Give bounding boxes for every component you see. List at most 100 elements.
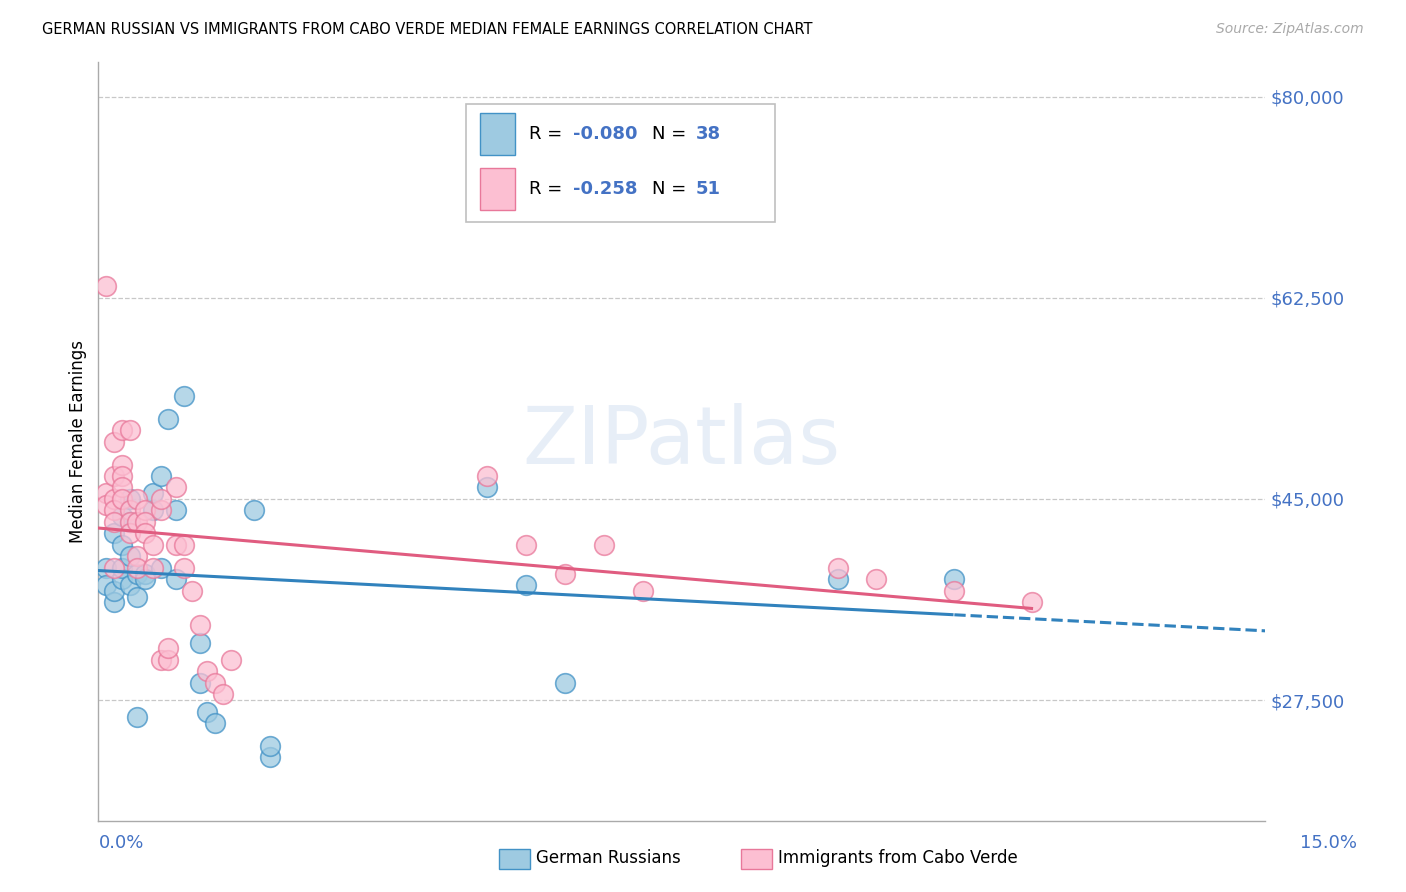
Point [96, 486, 118, 500]
Point [103, 583, 125, 598]
Point [149, 503, 172, 517]
Point [111, 538, 134, 552]
FancyBboxPatch shape [479, 113, 515, 154]
Point [118, 423, 141, 437]
Point [149, 653, 172, 667]
Text: -0.258: -0.258 [574, 180, 638, 198]
Point [127, 566, 149, 581]
Point [554, 675, 576, 690]
Point [118, 515, 141, 529]
Text: 38: 38 [696, 125, 721, 143]
Point [593, 538, 616, 552]
Point [157, 641, 180, 656]
Text: 15.0%: 15.0% [1299, 834, 1357, 852]
Y-axis label: Median Female Earnings: Median Female Earnings [69, 340, 87, 543]
Point [127, 590, 149, 604]
Point [118, 491, 141, 506]
Point [103, 515, 125, 529]
Point [134, 573, 156, 587]
Point [243, 503, 266, 517]
FancyBboxPatch shape [465, 104, 775, 221]
Point [180, 583, 202, 598]
Point [127, 561, 149, 575]
Text: N =: N = [651, 125, 692, 143]
Point [827, 573, 849, 587]
Point [118, 503, 141, 517]
Point [212, 687, 235, 701]
Point [188, 618, 211, 632]
Point [173, 561, 195, 575]
Point [96, 578, 118, 592]
Point [111, 481, 134, 495]
Point [103, 561, 125, 575]
Point [515, 538, 537, 552]
Point [165, 503, 187, 517]
Point [103, 434, 125, 449]
Point [134, 526, 156, 541]
Point [943, 573, 966, 587]
Point [554, 566, 576, 581]
Point [103, 526, 125, 541]
Point [204, 675, 226, 690]
Point [188, 635, 211, 649]
Point [149, 561, 172, 575]
Point [477, 469, 499, 483]
Point [127, 515, 149, 529]
Point [165, 481, 187, 495]
Point [165, 538, 187, 552]
Point [195, 665, 218, 679]
Point [142, 538, 165, 552]
Text: Source: ZipAtlas.com: Source: ZipAtlas.com [1216, 22, 1364, 37]
Text: 51: 51 [696, 180, 721, 198]
Point [865, 573, 887, 587]
Point [142, 503, 165, 517]
Point [111, 458, 134, 472]
Text: 0.0%: 0.0% [98, 834, 143, 852]
Point [134, 515, 156, 529]
Point [142, 486, 165, 500]
Text: R =: R = [529, 180, 568, 198]
Text: Immigrants from Cabo Verde: Immigrants from Cabo Verde [778, 849, 1018, 867]
Point [259, 739, 281, 753]
Text: N =: N = [651, 180, 692, 198]
Point [134, 503, 156, 517]
Point [134, 566, 156, 581]
Point [195, 705, 218, 719]
Point [157, 653, 180, 667]
Point [118, 526, 141, 541]
Point [827, 561, 849, 575]
Point [96, 279, 118, 293]
Point [111, 469, 134, 483]
Point [96, 561, 118, 575]
Point [127, 491, 149, 506]
Point [477, 481, 499, 495]
Point [259, 750, 281, 764]
Text: ZIPatlas: ZIPatlas [523, 402, 841, 481]
Point [204, 716, 226, 731]
Point [103, 595, 125, 609]
Point [149, 469, 172, 483]
Point [111, 573, 134, 587]
Point [118, 578, 141, 592]
Text: GERMAN RUSSIAN VS IMMIGRANTS FROM CABO VERDE MEDIAN FEMALE EARNINGS CORRELATION : GERMAN RUSSIAN VS IMMIGRANTS FROM CABO V… [42, 22, 813, 37]
Point [943, 583, 966, 598]
Point [188, 675, 211, 690]
FancyBboxPatch shape [479, 169, 515, 210]
Point [219, 653, 242, 667]
Point [149, 491, 172, 506]
Point [103, 491, 125, 506]
Text: German Russians: German Russians [536, 849, 681, 867]
Point [111, 491, 134, 506]
Point [103, 469, 125, 483]
Point [103, 503, 125, 517]
Point [96, 498, 118, 512]
Point [173, 388, 195, 402]
Point [111, 509, 134, 524]
Point [631, 583, 654, 598]
Point [142, 561, 165, 575]
Point [515, 578, 537, 592]
Text: -0.080: -0.080 [574, 125, 638, 143]
Point [111, 423, 134, 437]
Point [127, 549, 149, 564]
Point [1021, 595, 1043, 609]
